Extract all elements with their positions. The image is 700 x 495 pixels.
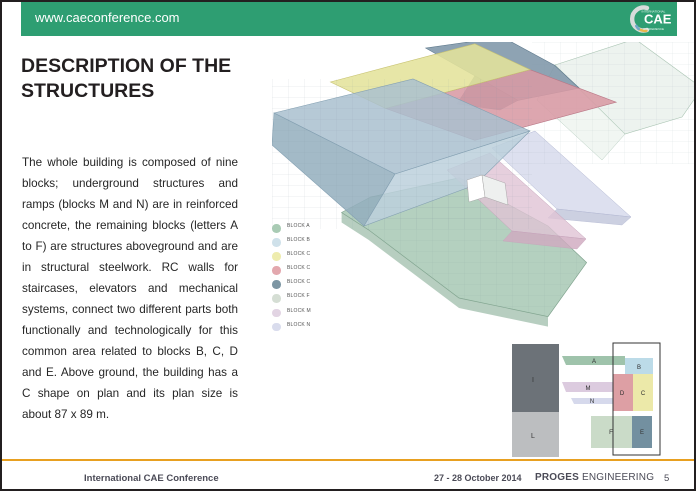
svg-text:L: L: [531, 433, 535, 440]
svg-text:C: C: [641, 391, 646, 397]
svg-text:I: I: [532, 377, 534, 384]
svg-text:B: B: [637, 365, 641, 371]
svg-text:M: M: [586, 386, 591, 392]
svg-text:CONFERENCE: CONFERENCE: [643, 27, 664, 31]
svg-text:N: N: [590, 399, 594, 405]
svg-text:E: E: [640, 430, 644, 436]
svg-text:CAE: CAE: [644, 12, 672, 27]
svg-text:A: A: [592, 359, 596, 365]
svg-text:D: D: [620, 391, 625, 397]
